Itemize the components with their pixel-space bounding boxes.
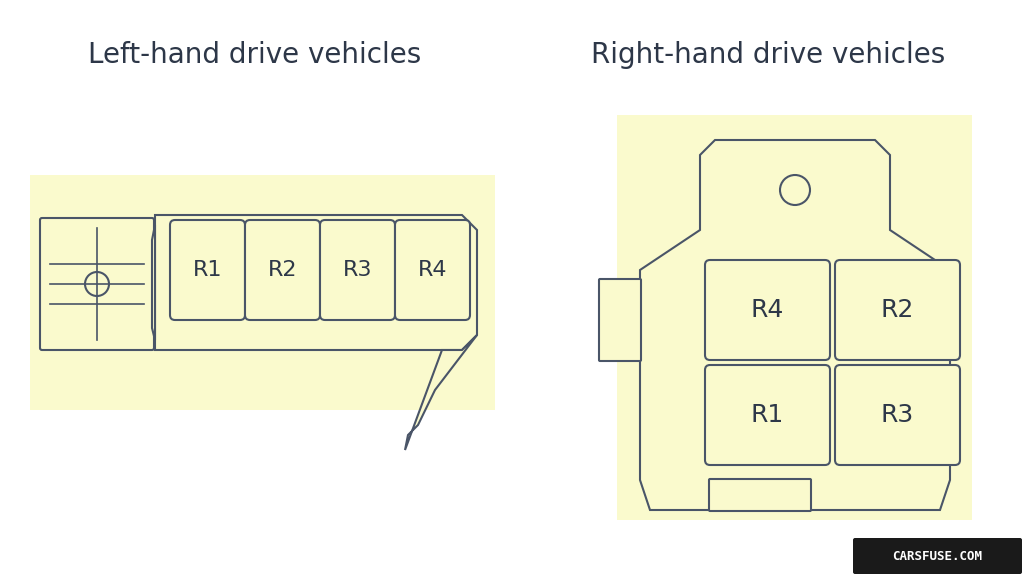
FancyBboxPatch shape bbox=[835, 365, 961, 465]
Text: Left-hand drive vehicles: Left-hand drive vehicles bbox=[88, 41, 422, 69]
Text: R4: R4 bbox=[751, 298, 784, 322]
FancyBboxPatch shape bbox=[617, 115, 972, 520]
Text: R2: R2 bbox=[881, 298, 914, 322]
FancyBboxPatch shape bbox=[395, 220, 470, 320]
Text: R1: R1 bbox=[193, 260, 222, 280]
Text: R3: R3 bbox=[881, 403, 914, 427]
FancyBboxPatch shape bbox=[835, 260, 961, 360]
Text: CARSFUSE.COM: CARSFUSE.COM bbox=[893, 550, 982, 563]
FancyBboxPatch shape bbox=[705, 260, 830, 360]
Polygon shape bbox=[640, 140, 950, 510]
Polygon shape bbox=[155, 215, 477, 350]
FancyBboxPatch shape bbox=[170, 220, 245, 320]
FancyBboxPatch shape bbox=[705, 365, 830, 465]
FancyBboxPatch shape bbox=[853, 538, 1022, 574]
FancyBboxPatch shape bbox=[709, 479, 811, 511]
FancyBboxPatch shape bbox=[599, 279, 641, 361]
Text: R1: R1 bbox=[751, 403, 784, 427]
Polygon shape bbox=[152, 225, 155, 340]
Text: R3: R3 bbox=[343, 260, 373, 280]
Text: R2: R2 bbox=[267, 260, 297, 280]
Polygon shape bbox=[406, 335, 477, 450]
FancyBboxPatch shape bbox=[319, 220, 395, 320]
Text: R4: R4 bbox=[418, 260, 447, 280]
Text: Right-hand drive vehicles: Right-hand drive vehicles bbox=[591, 41, 945, 69]
FancyBboxPatch shape bbox=[245, 220, 319, 320]
FancyBboxPatch shape bbox=[30, 175, 495, 410]
FancyBboxPatch shape bbox=[40, 218, 154, 350]
